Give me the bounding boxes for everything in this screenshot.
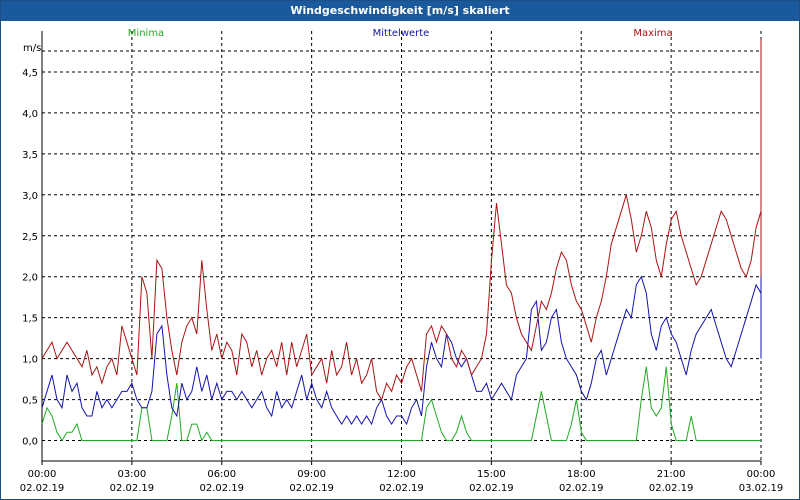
- x-tick-time: 12:00: [387, 469, 416, 480]
- series-line-min: [41, 366, 761, 442]
- x-tick-date: 02.02.19: [110, 483, 155, 494]
- y-tick-label: 3,5: [22, 150, 38, 161]
- x-tick-time: 09:00: [297, 469, 326, 480]
- x-tick-labels: 00:00 02.02.19 03:00 02.02.19 06:00 02.02.19 0…: [20, 469, 784, 494]
- window-title: Windgeschwindigkeit [m/s] skaliert: [1, 1, 799, 21]
- x-tick-time: 06:00: [207, 469, 236, 480]
- y-tick-label: 3,0: [22, 191, 38, 202]
- y-tick-label: 4,5: [22, 68, 38, 79]
- x-tick-date: 02.02.19: [379, 483, 424, 494]
- legend-max: Maxima: [633, 28, 672, 39]
- x-tick-time: 18:00: [567, 469, 596, 480]
- x-tick-time: 00:00: [28, 469, 57, 480]
- x-tick-time: 15:00: [477, 469, 506, 480]
- legend-min: Minima: [128, 28, 164, 39]
- legend: Minima Mittelwerte Maxima: [128, 28, 673, 39]
- y-tick-label: 0,5: [22, 396, 38, 407]
- x-tick-date: 02.02.19: [289, 483, 334, 494]
- x-tick-date: 02.02.19: [20, 483, 65, 494]
- y-tick-label: 1,5: [22, 314, 38, 325]
- axes: [41, 31, 762, 465]
- x-tick-date: 02.02.19: [199, 483, 244, 494]
- y-tick-label: 1,0: [22, 355, 38, 366]
- x-tick-date: 02.02.19: [559, 483, 604, 494]
- x-tick-time: 03:00: [117, 469, 146, 480]
- y-tick-label: 0,0: [22, 437, 38, 448]
- x-tick-date: 02.02.19: [469, 483, 514, 494]
- y-tick-label: 4,0: [22, 109, 38, 120]
- y-tick-labels: 0,0 0,5 1,0 1,5 2,0 2,5 3,0 3,5 4,0 4,5: [22, 68, 38, 448]
- legend-avg: Mittelwerte: [373, 28, 430, 39]
- x-tick-time: 21:00: [657, 469, 686, 480]
- series-lines: [41, 39, 762, 442]
- x-tick-time: 00:00: [747, 469, 776, 480]
- y-tick-label: 2,5: [22, 232, 38, 243]
- y-axis-label: m/s: [23, 43, 41, 54]
- series-line-max: [41, 39, 762, 401]
- x-tick-date: 02.02.19: [649, 483, 694, 494]
- y-tick-label: 2,0: [22, 273, 38, 284]
- plot-background: [1, 21, 799, 499]
- wind-speed-chart: 0,0 0,5 1,0 1,5 2,0 2,5 3,0 3,5 4,0 4,5 00:00 02.0…: [1, 21, 799, 499]
- x-tick-date: 03.02.19: [739, 483, 784, 494]
